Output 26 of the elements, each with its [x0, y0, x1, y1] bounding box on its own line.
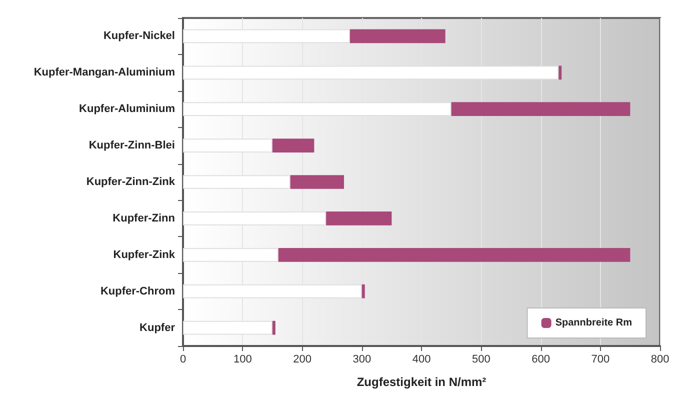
y-tick-label: Kupfer-Zinn-Zink — [86, 176, 176, 188]
bar — [326, 212, 392, 226]
x-axis-title: Zugfestigkeit in N/mm² — [356, 375, 486, 389]
bar — [290, 175, 344, 189]
x-tick-label: 300 — [352, 354, 372, 366]
y-tick-label: Kupfer-Chrom — [100, 285, 176, 298]
legend-label: Spannbreite Rm — [555, 318, 632, 328]
x-tick-label: 700 — [591, 354, 610, 366]
x-tick-label: 500 — [472, 354, 490, 366]
x-tick-label: 400 — [412, 354, 431, 366]
bar — [278, 248, 630, 262]
y-tick-label: Kupfer-Aluminium — [79, 103, 176, 116]
bar — [272, 138, 314, 152]
x-tick-label: 800 — [650, 354, 670, 366]
x-tick-label: 200 — [293, 354, 312, 366]
y-tick-label: Kupfer — [140, 322, 176, 334]
x-tick-label: 0 — [180, 354, 186, 366]
y-tick-label: Kupfer-Nickel — [103, 30, 175, 42]
bar — [451, 102, 630, 116]
x-tick-label: 100 — [233, 354, 252, 366]
y-tick-label: Kupfer-Mangan-Aluminium — [34, 66, 176, 79]
y-tick-label: Kupfer-Zinn — [112, 212, 176, 224]
bar — [350, 29, 446, 44]
y-tick-label: Kupfer-Zink — [113, 248, 176, 261]
x-tick-label: 600 — [532, 354, 550, 366]
y-tick-label: Kupfer-Zinn-Blei — [88, 140, 175, 152]
